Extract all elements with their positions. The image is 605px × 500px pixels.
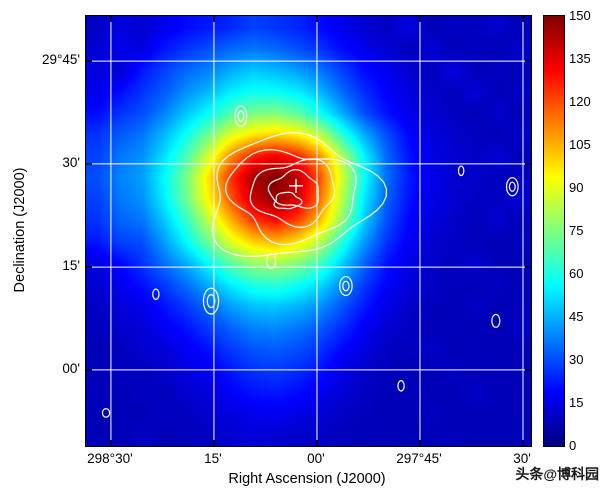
compact-source-contour xyxy=(266,253,277,270)
x-axis-label: Right Ascension (J2000) xyxy=(228,471,386,487)
watermark-text: 头条@博科园 xyxy=(515,466,599,482)
colorbar-tick-label: 45 xyxy=(569,309,584,324)
colorbar-tick-label: 30 xyxy=(569,352,584,367)
compact-source-contour xyxy=(234,105,248,128)
x-tick-label: 15' xyxy=(204,451,222,466)
x-tick-label: 298°30' xyxy=(87,451,133,466)
contours-grid-overlay xyxy=(86,16,531,446)
compact-source-contour xyxy=(101,407,111,418)
y-tick-label: 29°45' xyxy=(41,52,80,68)
compact-source-contour xyxy=(342,280,350,292)
x-tick-label: 30' xyxy=(513,451,531,466)
compact-source-contour xyxy=(491,313,501,328)
compact-source-contour xyxy=(505,177,519,197)
compact-source-contour xyxy=(397,380,405,392)
colorbar-tick-label: 75 xyxy=(569,223,584,238)
compact-source-contour xyxy=(202,287,220,315)
compact-source-contour xyxy=(152,288,160,300)
source-contour xyxy=(249,158,336,229)
heatmap-plot-area xyxy=(85,15,532,447)
source-contour xyxy=(211,132,388,258)
heatmap-canvas xyxy=(86,16,531,446)
colorbar-tick-label: 120 xyxy=(569,94,591,109)
y-tick-label: 15' xyxy=(62,258,80,274)
y-axis-label: Declination (J2000) xyxy=(12,167,28,293)
colorbar-tick-label: 60 xyxy=(569,266,584,281)
compact-source-contour xyxy=(339,275,353,297)
colorbar-tick-label: 90 xyxy=(569,180,584,195)
colorbar xyxy=(543,15,565,447)
compact-source-contour xyxy=(237,110,245,122)
colorbar-tick-label: 135 xyxy=(569,51,591,66)
source-contour xyxy=(267,169,320,209)
compact-source-contour xyxy=(508,181,516,192)
colorbar-tick-label: 0 xyxy=(569,438,577,453)
source-contour xyxy=(273,191,303,210)
y-tick-label: 30' xyxy=(62,154,80,170)
x-tick-label: 00' xyxy=(307,451,325,466)
compact-source-contour xyxy=(206,294,216,309)
compact-source-contour xyxy=(457,165,465,177)
colorbar-tick-label: 105 xyxy=(569,137,591,152)
x-tick-label: 297°45' xyxy=(396,451,442,466)
y-tick-label: 00' xyxy=(62,360,80,376)
colorbar-tick-label: 15 xyxy=(569,395,584,410)
colorbar-canvas xyxy=(544,16,564,446)
source-contour xyxy=(224,149,357,246)
colorbar-tick-label: 150 xyxy=(569,8,591,23)
